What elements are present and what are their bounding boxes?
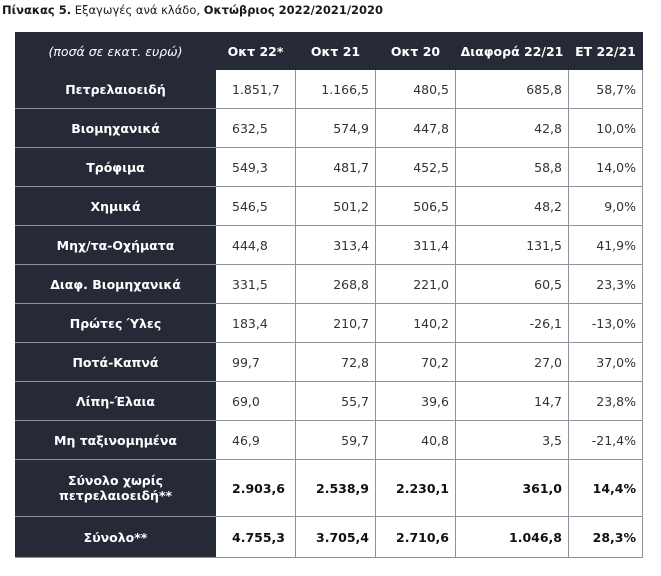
- header-row: (ποσά σε εκατ. ευρώ) Οκτ 22* Οκτ 21 Οκτ …: [15, 32, 643, 70]
- oct22-value: 546,5: [215, 186, 296, 226]
- table-row: Μη ταξινομημένα 46,9 59,7 40,8 3,5 -21,4%: [15, 420, 643, 460]
- header-oct22: Οκτ 22*: [215, 32, 296, 70]
- oct22-value: 2.903,6: [215, 459, 296, 517]
- header-oct21: Οκτ 21: [295, 32, 376, 70]
- oct22-value: 69,0: [215, 381, 296, 421]
- table-row: Ποτά-Καπνά 99,7 72,8 70,2 27,0 37,0%: [15, 342, 643, 382]
- oct20-value: 506,5: [375, 186, 456, 226]
- oct21-value: 481,7: [295, 147, 376, 187]
- header-oct20: Οκτ 20: [375, 32, 456, 70]
- oct21-value: 268,8: [295, 264, 376, 304]
- difference-value: -26,1: [455, 303, 569, 343]
- yoy-change-value: 23,3%: [568, 264, 643, 304]
- table-row: Μηχ/τα-Οχήματα 444,8 313,4 311,4 131,5 41,9%: [15, 225, 643, 265]
- header-difference: Διαφορά 22/21: [455, 32, 569, 70]
- oct21-value: 2.538,9: [295, 459, 376, 517]
- table-row: Λίπη-Έλαια 69,0 55,7 39,6 14,7 23,8%: [15, 381, 643, 421]
- sector-label: Πρώτες Ύλες: [15, 303, 216, 343]
- table-row: Χημικά 546,5 501,2 506,5 48,2 9,0%: [15, 186, 643, 226]
- oct20-value: 2.230,1: [375, 459, 456, 517]
- oct22-value: 46,9: [215, 420, 296, 460]
- caption-title: Εξαγωγές ανά κλάδο,: [71, 3, 204, 17]
- oct20-value: 447,8: [375, 108, 456, 148]
- sector-label: Σύνολο χωρίς πετρελαιοειδή**: [15, 459, 216, 517]
- oct22-value: 1.851,7: [215, 69, 296, 109]
- sector-label: Χημικά: [15, 186, 216, 226]
- difference-value: 361,0: [455, 459, 569, 517]
- caption-prefix: Πίνακας 5.: [2, 3, 72, 17]
- difference-value: 3,5: [455, 420, 569, 460]
- oct20-value: 480,5: [375, 69, 456, 109]
- sector-label: Μη ταξινομημένα: [15, 420, 216, 460]
- sector-label: Μηχ/τα-Οχήματα: [15, 225, 216, 265]
- total-row: Σύνολο** 4.755,3 3.705,4 2.710,6 1.046,8 28,3…: [15, 516, 643, 558]
- sector-label: Τρόφιμα: [15, 147, 216, 187]
- oct21-value: 210,7: [295, 303, 376, 343]
- oct21-value: 59,7: [295, 420, 376, 460]
- difference-value: 685,8: [455, 69, 569, 109]
- sector-label: Σύνολο**: [15, 516, 216, 558]
- header-units: (ποσά σε εκατ. ευρώ): [15, 32, 216, 70]
- sector-label: Διαφ. Βιομηχανικά: [15, 264, 216, 304]
- yoy-change-value: 14,4%: [568, 459, 643, 517]
- yoy-change-value: 10,0%: [568, 108, 643, 148]
- caption-period: Οκτώβριος 2022/2021/2020: [203, 3, 384, 17]
- difference-value: 58,8: [455, 147, 569, 187]
- difference-value: 60,5: [455, 264, 569, 304]
- yoy-change-value: 37,0%: [568, 342, 643, 382]
- table-row: Βιομηχανικά 632,5 574,9 447,8 42,8 10,0%: [15, 108, 643, 148]
- total-row: Σύνολο χωρίς πετρελαιοειδή** 2.903,6 2.538…: [15, 459, 643, 517]
- difference-value: 1.046,8: [455, 516, 569, 558]
- oct21-value: 313,4: [295, 225, 376, 265]
- oct20-value: 40,8: [375, 420, 456, 460]
- table-row: Πετρελαιοειδή 1.851,7 1.166,5 480,5 685,8 58,…: [15, 69, 643, 109]
- oct22-value: 183,4: [215, 303, 296, 343]
- sector-label: Βιομηχανικά: [15, 108, 216, 148]
- yoy-change-value: -21,4%: [568, 420, 643, 460]
- yoy-change-value: 28,3%: [568, 516, 643, 558]
- oct22-value: 444,8: [215, 225, 296, 265]
- sector-label: Ποτά-Καπνά: [15, 342, 216, 382]
- sector-label: Πετρελαιοειδή: [15, 69, 216, 109]
- oct20-value: 70,2: [375, 342, 456, 382]
- difference-value: 42,8: [455, 108, 569, 148]
- yoy-change-value: 9,0%: [568, 186, 643, 226]
- sector-label: Λίπη-Έλαια: [15, 381, 216, 421]
- oct22-value: 4.755,3: [215, 516, 296, 558]
- oct20-value: 140,2: [375, 303, 456, 343]
- oct21-value: 574,9: [295, 108, 376, 148]
- table-row: Πρώτες Ύλες 183,4 210,7 140,2 -26,1 -13,0%: [15, 303, 643, 343]
- oct21-value: 501,2: [295, 186, 376, 226]
- table-caption: Πίνακας 5. Εξαγωγές ανά κλάδο, Οκτώβριος…: [2, 3, 383, 17]
- oct20-value: 311,4: [375, 225, 456, 265]
- oct20-value: 452,5: [375, 147, 456, 187]
- table-row: Διαφ. Βιομηχανικά 331,5 268,8 221,0 60,5 23,3…: [15, 264, 643, 304]
- oct22-value: 331,5: [215, 264, 296, 304]
- yoy-change-value: 23,8%: [568, 381, 643, 421]
- exports-by-sector-table: (ποσά σε εκατ. ευρώ) Οκτ 22* Οκτ 21 Οκτ …: [15, 32, 643, 558]
- oct21-value: 1.166,5: [295, 69, 376, 109]
- oct22-value: 549,3: [215, 147, 296, 187]
- oct22-value: 99,7: [215, 342, 296, 382]
- difference-value: 27,0: [455, 342, 569, 382]
- oct22-value: 632,5: [215, 108, 296, 148]
- oct21-value: 72,8: [295, 342, 376, 382]
- oct20-value: 221,0: [375, 264, 456, 304]
- oct21-value: 55,7: [295, 381, 376, 421]
- oct21-value: 3.705,4: [295, 516, 376, 558]
- oct20-value: 2.710,6: [375, 516, 456, 558]
- difference-value: 131,5: [455, 225, 569, 265]
- oct20-value: 39,6: [375, 381, 456, 421]
- table-row: Τρόφιμα 549,3 481,7 452,5 58,8 14,0%: [15, 147, 643, 187]
- header-yoy-change: ΕΤ 22/21: [568, 32, 643, 70]
- difference-value: 14,7: [455, 381, 569, 421]
- yoy-change-value: 58,7%: [568, 69, 643, 109]
- difference-value: 48,2: [455, 186, 569, 226]
- yoy-change-value: 14,0%: [568, 147, 643, 187]
- yoy-change-value: -13,0%: [568, 303, 643, 343]
- yoy-change-value: 41,9%: [568, 225, 643, 265]
